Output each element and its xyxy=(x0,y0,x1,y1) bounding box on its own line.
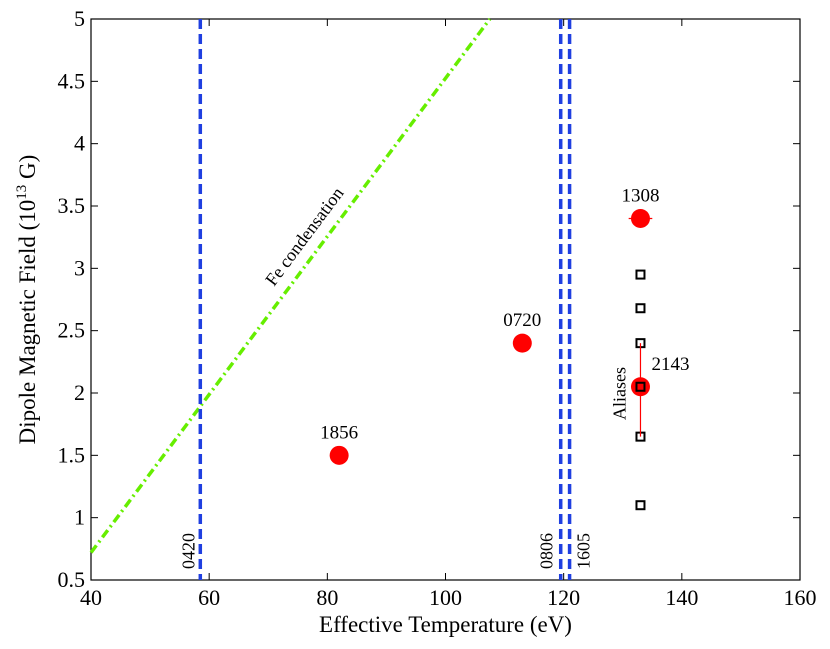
point-2143 xyxy=(630,377,650,397)
alias-marker xyxy=(635,269,646,280)
y-axis-label-sup: 13 xyxy=(14,185,30,200)
point-1856 xyxy=(329,445,349,465)
y-tick-label: 1 xyxy=(74,505,85,530)
y-axis-label-prefix: Dipole Magnetic Field (10 xyxy=(15,200,40,445)
x-tick-label: 100 xyxy=(429,585,462,610)
y-tick-label: 4.5 xyxy=(58,68,86,93)
vline-label-0420: 0420 xyxy=(178,533,198,569)
vertical-lines: 0420 0806 1605 xyxy=(178,19,594,580)
x-tick-label: 160 xyxy=(784,585,817,610)
y-tick-label: 3 xyxy=(74,255,85,280)
x-tick-label: 140 xyxy=(665,585,698,610)
x-axis-label: Effective Temperature (eV) xyxy=(319,612,572,637)
vline-label-1605: 1605 xyxy=(574,533,594,569)
point-label-2143: 2143 xyxy=(651,354,689,375)
fe-condensation-label: Fe condensation xyxy=(261,183,347,289)
x-tick-label: 60 xyxy=(198,585,220,610)
point-0720 xyxy=(512,333,532,353)
point-label-1856: 1856 xyxy=(320,422,358,443)
axis-ticks: 40 60 80 100 120 140 160 0.5 1 1.5 2 2.5 3 3.5 4 4.5 5 xyxy=(58,6,817,610)
data-points: 1856 0720 1308 2143 xyxy=(320,185,689,465)
y-tick-label: 2.5 xyxy=(58,318,86,343)
y-axis-label-suffix: G) xyxy=(15,155,40,185)
y-tick-label: 2 xyxy=(74,380,85,405)
alias-marker xyxy=(635,500,646,511)
y-tick-label: 4 xyxy=(74,131,85,156)
plot-frame xyxy=(90,18,801,581)
x-tick-label: 80 xyxy=(316,585,338,610)
y-tick-label: 0.5 xyxy=(58,567,86,592)
point-label-1308: 1308 xyxy=(621,185,659,206)
vline-label-0806: 0806 xyxy=(537,533,557,569)
alias-marker xyxy=(635,303,646,314)
fe-condensation-group: Fe condensation xyxy=(89,17,492,554)
aliases-label: Aliases xyxy=(609,367,629,420)
fe-condensation-line xyxy=(89,17,492,554)
alias-marker-overlay xyxy=(635,381,646,392)
y-tick-label: 3.5 xyxy=(58,193,86,218)
y-tick-label: 1.5 xyxy=(58,442,86,467)
y-axis-label: Dipole Magnetic Field (1013 G) xyxy=(14,155,40,445)
x-tick-label: 120 xyxy=(547,585,580,610)
point-1308 xyxy=(630,208,650,228)
point-label-0720: 0720 xyxy=(503,310,541,331)
y-tick-label: 5 xyxy=(74,6,85,31)
x-tick-label: 40 xyxy=(80,585,102,610)
